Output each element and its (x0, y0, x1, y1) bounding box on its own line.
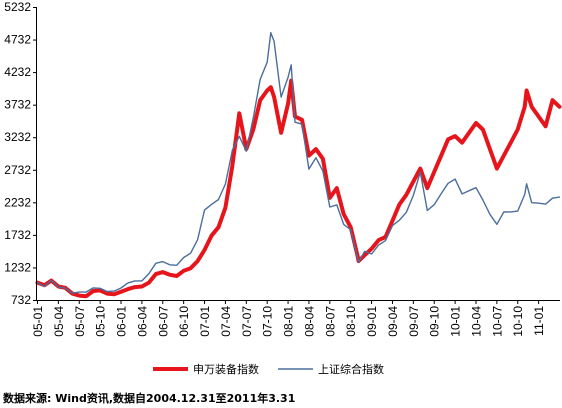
series-line-sse-composite-index (36, 32, 561, 294)
x-tick-label: 08-04 (302, 306, 316, 337)
y-tick-label: 3232 (4, 130, 31, 144)
x-tick-label: 06-01 (115, 306, 129, 337)
y-tick-label: 2732 (4, 163, 31, 177)
x-tick-label: 09-07 (407, 306, 421, 337)
x-axis-ticks: 05-01 05-04 05-07 05-10 06-01 06-04 06-07 06-10… (31, 300, 546, 337)
legend-item-sw-equipment-index: 申万装备指数 (153, 362, 259, 376)
y-tick-label: 1732 (4, 228, 31, 242)
y-tick-label: 5232 (4, 0, 31, 14)
x-tick-label: 08-10 (344, 306, 358, 337)
x-tick-label: 09-10 (428, 306, 442, 337)
legend: 申万装备指数 上证综合指数 (153, 362, 384, 376)
y-tick-label: 2232 (4, 195, 31, 209)
x-tick-label: 10-01 (449, 306, 463, 337)
x-tick-label: 08-07 (323, 306, 337, 337)
x-tick-label: 06-07 (156, 306, 170, 337)
x-tick-label: 05-01 (31, 306, 45, 337)
x-tick-label: 09-04 (386, 306, 400, 337)
x-tick-label: 07-07 (240, 306, 254, 337)
x-tick-label: 07-04 (219, 306, 233, 337)
plot-area (35, 32, 562, 299)
x-tick-label: 05-07 (73, 306, 87, 337)
legend-label-sse-composite-index: 上证综合指数 (318, 362, 384, 376)
series-line-sw-equipment-index (35, 78, 562, 299)
x-tick-label: 05-10 (94, 306, 108, 337)
y-tick-label: 1232 (4, 260, 31, 274)
x-tick-label: 10-07 (490, 306, 504, 337)
x-tick-label: 07-01 (198, 306, 212, 337)
y-tick-label: 4232 (4, 65, 31, 79)
x-tick-label: 05-04 (52, 306, 66, 337)
y-axis-ticks: 732 1232 1732 2232 2732 3232 3732 4232 4732 5232 (4, 0, 37, 307)
y-tick-label: 4732 (4, 33, 31, 47)
legend-item-sse-composite-index: 上证综合指数 (278, 362, 384, 376)
legend-label-sw-equipment-index: 申万装备指数 (193, 362, 259, 376)
x-tick-label: 07-10 (261, 306, 275, 337)
y-tick-label: 3732 (4, 98, 31, 112)
source-note: 数据来源: Wind资讯,数据自2004.12.31至2011年3.31 (3, 391, 295, 405)
x-tick-label: 08-01 (282, 306, 296, 337)
x-tick-label: 09-01 (365, 306, 379, 337)
x-tick-label: 10-04 (470, 306, 484, 337)
x-tick-label: 10-10 (511, 306, 525, 337)
y-tick-label: 732 (11, 293, 31, 307)
x-tick-label: 11-01 (532, 306, 546, 336)
x-tick-label: 06-10 (177, 306, 191, 337)
x-tick-label: 06-04 (135, 306, 149, 337)
